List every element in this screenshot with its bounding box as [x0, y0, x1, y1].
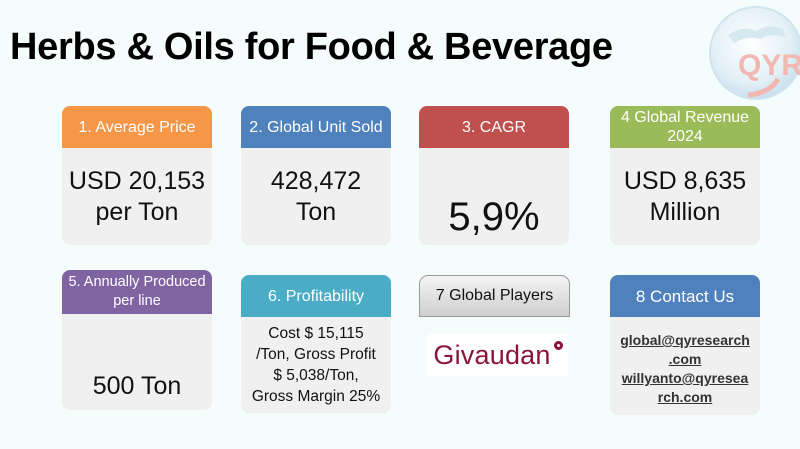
card-header: 8 Contact Us	[610, 275, 760, 317]
page-title: Herbs & Oils for Food & Beverage	[10, 26, 613, 68]
card-value: USD 20,153 per Ton	[62, 148, 212, 245]
email-link-willyanto[interactable]: willyanto@qyresea rch.com	[621, 370, 749, 405]
card-value: USD 8,635 Million	[610, 148, 760, 245]
email-link-global[interactable]: global@qyresearch .com	[620, 332, 750, 367]
card-contact-us: 8 Contact Us global@qyresearch .com willy…	[610, 275, 760, 415]
card-value: 500 Ton	[62, 314, 212, 410]
card-profitability: 6. Profitability Cost $ 15,115 /Ton, Gro…	[241, 275, 391, 413]
card-cagr: 3. CAGR 5,9%	[419, 106, 569, 245]
card-average-price: 1. Average Price USD 20,153 per Ton	[62, 106, 212, 245]
card-value: 5,9%	[419, 148, 569, 245]
card-header: 1. Average Price	[62, 106, 212, 148]
givaudan-mark-icon	[553, 340, 563, 350]
card-header: 2. Global Unit Sold	[241, 106, 391, 148]
card-annually-produced: 5. Annually Produced per line 500 Ton	[62, 270, 212, 410]
card-header: 3. CAGR	[419, 106, 569, 148]
card-global-unit-sold: 2. Global Unit Sold 428,472 Ton	[241, 106, 391, 245]
card-header: 5. Annually Produced per line	[62, 270, 212, 314]
card-global-players-header: 7 Global Players	[419, 275, 570, 317]
qyr-globe-logo-icon: QYR	[709, 6, 800, 100]
card-value: 428,472 Ton	[241, 148, 391, 245]
card-header: 4 Global Revenue 2024	[610, 106, 760, 148]
givaudan-logo: Givaudan	[428, 334, 568, 376]
card-header: 6. Profitability	[241, 275, 391, 317]
svg-text:QYR: QYR	[738, 49, 800, 82]
card-value: Cost $ 15,115 /Ton, Gross Profit $ 5,038…	[241, 317, 391, 413]
card-global-revenue: 4 Global Revenue 2024 USD 8,635 Million	[610, 106, 760, 245]
contact-emails: global@qyresearch .com willyanto@qyresea r…	[610, 317, 760, 415]
